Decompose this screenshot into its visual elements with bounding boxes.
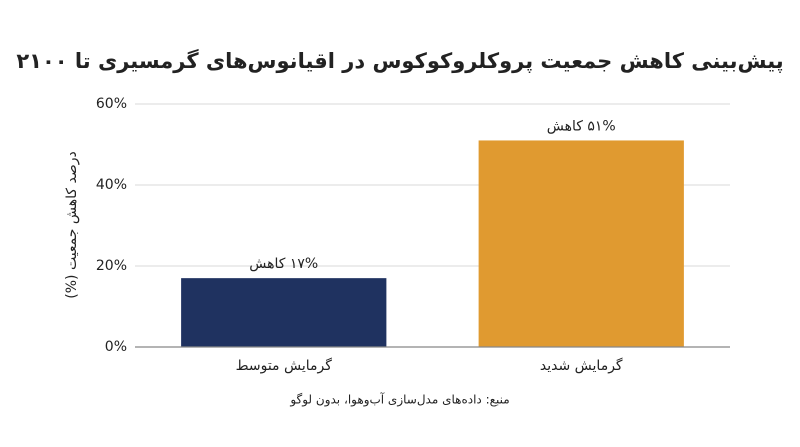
y-axis-label: درصد کاهش جمعیت (%) (64, 151, 80, 298)
x-tick-label: گرمایش متوسط (236, 357, 333, 374)
bar (478, 140, 684, 347)
y-tick-label: 0% (105, 339, 127, 355)
source-note: منبع: داده‌های مدل‌سازی آب‌وهوا، بدون لو… (289, 392, 509, 408)
chart-title: پیش‌بینی کاهش جمعیت پروکلروکوکوس در اقیا… (16, 48, 783, 73)
y-tick-label: 20% (96, 258, 127, 274)
bar (181, 278, 387, 347)
x-tick-label: گرمایش شدید (540, 357, 623, 374)
y-tick-label: 40% (96, 177, 127, 193)
y-tick-label: 60% (96, 96, 127, 112)
value-label: ۱۷% کاهش (249, 256, 318, 272)
value-label: ۵۱% کاهش (547, 118, 616, 134)
